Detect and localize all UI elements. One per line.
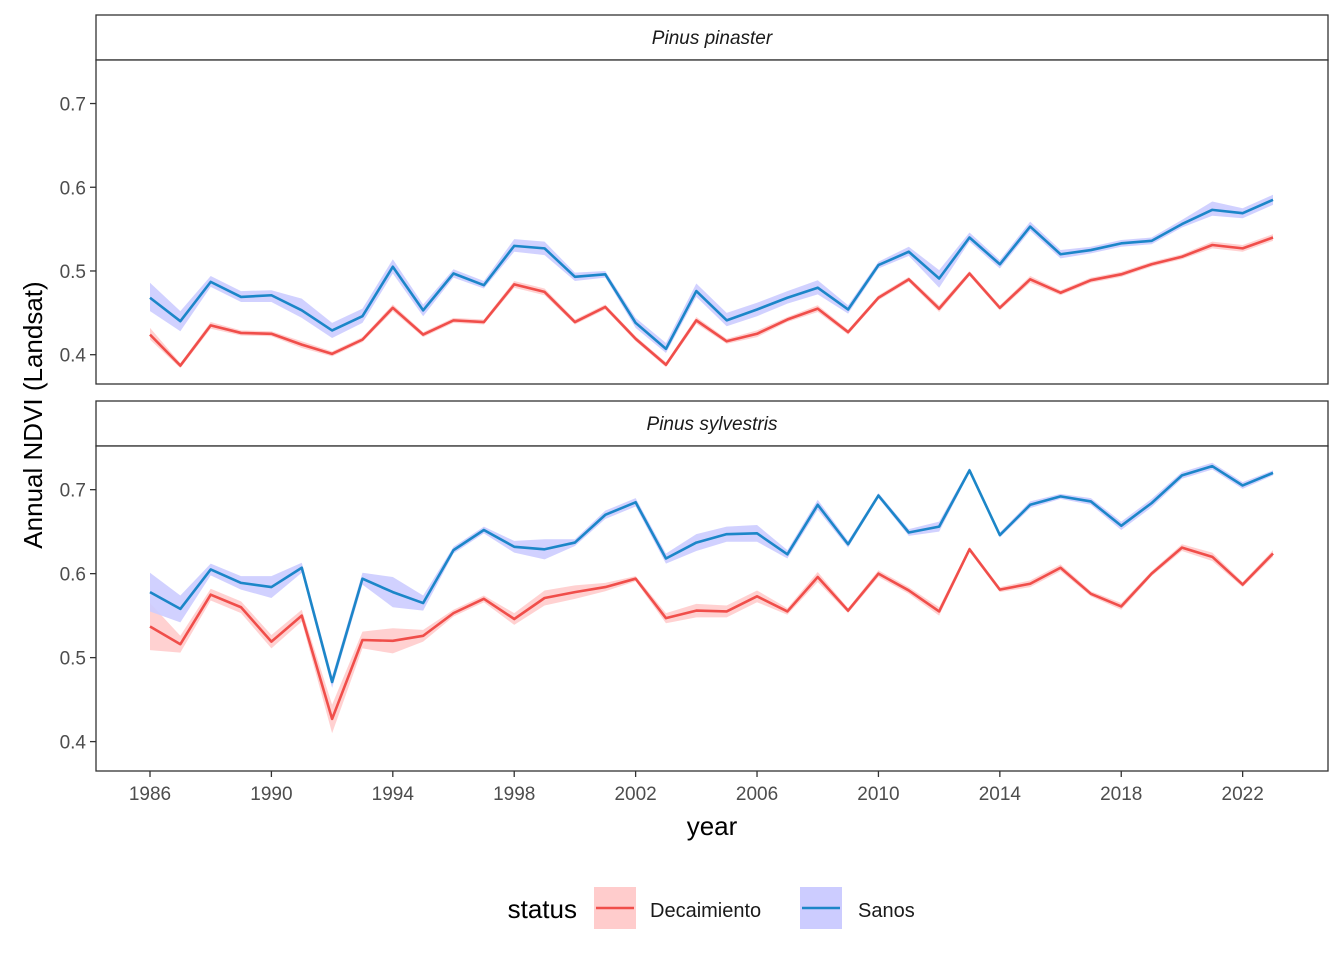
y-tick-label: 0.5 [60,649,86,670]
x-tick-label: 2018 [1100,784,1142,805]
legend-label-decaimiento: Decaimiento [650,900,761,922]
y-tick-label: 0.7 [60,481,86,502]
y-tick-label: 0.4 [60,346,87,367]
legend-item-decaimiento: Decaimiento [594,887,761,929]
x-axis: 1986 1990 1994 1998 2002 2006 2010 2014 2018 2022 [129,771,1264,805]
x-axis-title: year [687,811,738,841]
x-tick-label: 1986 [129,784,171,805]
x-tick-label: 1998 [493,784,535,805]
legend: status Decaimiento Sanos [508,887,915,929]
line-sanos [149,464,1274,684]
x-tick-label: 2010 [857,784,899,805]
x-tick-label: 1990 [250,784,292,805]
y-axis-bottom: 0.4 0.5 0.6 0.7 [60,481,96,754]
facet-strip-1 [95,14,1329,61]
x-tick-label: 1994 [372,784,415,805]
y-tick-label: 0.6 [60,178,86,199]
y-tick-label: 0.7 [60,95,86,116]
facet-title-1: Pinus pinaster [652,28,773,49]
legend-title: status [508,894,577,924]
x-tick-label: 2006 [736,784,778,805]
panel-border-2 [95,445,1329,772]
y-tick-label: 0.6 [60,565,86,586]
y-axis-top: 0.4 0.5 0.6 0.7 [60,95,96,367]
legend-label-sanos: Sanos [858,900,915,922]
x-tick-label: 2014 [979,784,1022,805]
x-tick-label: 2002 [614,784,656,805]
panel-pinus-sylvestris [96,446,1328,771]
line-decaimiento [149,236,1274,367]
panel-border-1 [95,59,1329,385]
x-tick-label: 2022 [1222,784,1264,805]
ribbon-decaimiento [150,544,1273,734]
facet-title-2: Pinus sylvestris [647,414,778,435]
line-sanos [149,198,1274,351]
line-decaimiento [149,546,1274,721]
y-tick-label: 0.5 [60,262,86,283]
y-axis-title: Annual NDVI (Landsat) [18,281,48,548]
facet-strip-2 [95,400,1329,447]
legend-item-sanos: Sanos [800,887,915,929]
y-tick-label: 0.4 [60,733,87,754]
panel-pinus-pinaster [96,60,1328,384]
